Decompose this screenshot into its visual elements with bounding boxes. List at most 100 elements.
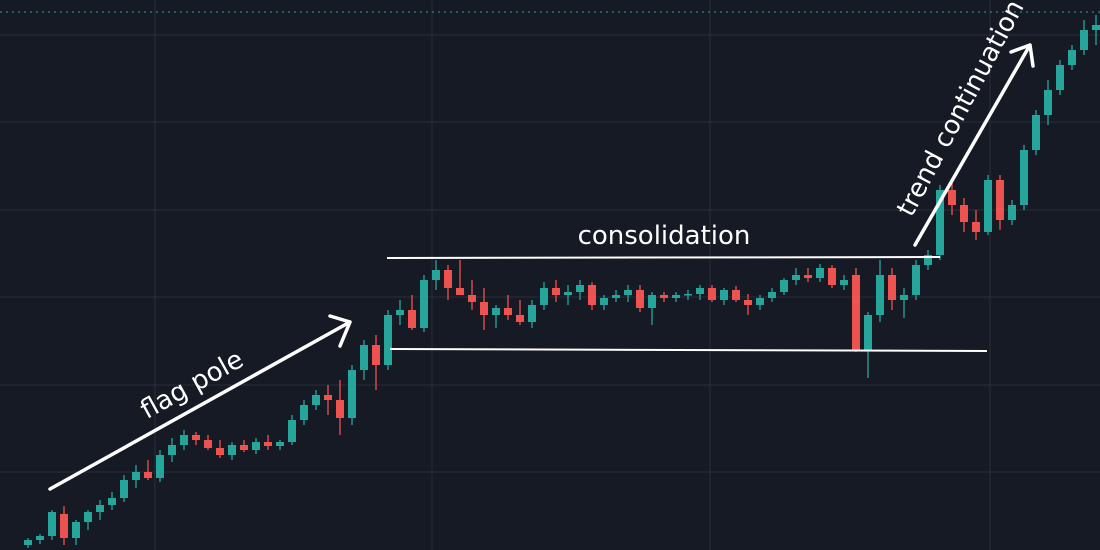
candle-body	[372, 345, 380, 365]
candle-body	[192, 435, 200, 440]
candle-body	[252, 442, 260, 450]
candle-body	[1056, 65, 1064, 90]
candle-body	[780, 280, 788, 292]
candle-body	[72, 522, 80, 538]
candle-body	[852, 275, 860, 350]
candles	[24, 15, 1100, 548]
candle-body	[660, 295, 668, 298]
annotations: flag pole consolidation trend continuati…	[48, 0, 1035, 491]
candle-body	[396, 310, 404, 315]
candle-body	[96, 505, 104, 512]
candle-body	[456, 288, 464, 295]
candle-body	[120, 480, 128, 498]
candle-body	[816, 268, 824, 278]
candle-body	[564, 292, 572, 295]
candle-body	[480, 302, 488, 315]
candle-body	[540, 288, 548, 305]
candle-body	[672, 295, 680, 298]
candle-body	[624, 290, 632, 295]
annotation: consolidation	[578, 221, 751, 251]
candle-body	[804, 275, 812, 278]
candle-body	[924, 255, 932, 265]
candle-body	[144, 472, 152, 478]
candle-body	[168, 445, 176, 455]
candle-body	[948, 190, 956, 205]
candle-body	[900, 295, 908, 300]
candle-body	[408, 310, 416, 328]
candle-body	[108, 498, 116, 505]
candle-body	[708, 288, 716, 300]
arrow	[913, 43, 1035, 247]
candle-body	[720, 290, 728, 300]
candle-body	[1092, 25, 1100, 30]
candle-body	[288, 420, 296, 442]
candle-body	[744, 300, 752, 305]
candle-body	[1008, 205, 1016, 220]
candle-body	[1032, 115, 1040, 150]
candle-body	[684, 294, 692, 296]
annotation: trend continuation	[891, 0, 1030, 221]
candle-body	[912, 265, 920, 295]
candle-body	[504, 308, 512, 315]
candle-body	[312, 395, 320, 405]
candle-body	[348, 370, 356, 418]
candle-body	[864, 315, 872, 350]
candle-body	[876, 275, 884, 315]
candle-body	[132, 472, 140, 480]
candle-body	[60, 514, 68, 538]
candle-body	[756, 298, 764, 305]
candle-body	[1044, 90, 1052, 115]
candle-body	[528, 305, 536, 322]
candle-body	[324, 395, 332, 400]
candle-body	[240, 445, 248, 450]
support-line	[389, 348, 988, 352]
candle-body	[180, 435, 188, 445]
candle-body	[552, 288, 560, 295]
candle-body	[996, 180, 1004, 220]
candle-body	[588, 285, 596, 305]
candle-body	[1080, 30, 1088, 50]
candle-body	[216, 448, 224, 455]
candle-body	[276, 442, 284, 446]
candle-body	[432, 270, 440, 280]
candle-body	[48, 512, 56, 536]
candle-body	[228, 445, 236, 455]
candle-body	[792, 275, 800, 280]
candle-body	[936, 190, 944, 255]
candle-body	[612, 295, 620, 298]
candle-body	[384, 315, 392, 365]
candle-body	[492, 308, 500, 315]
candle-body	[696, 288, 704, 294]
candle-body	[336, 400, 344, 418]
candle-body	[648, 295, 656, 308]
candle-body	[1068, 50, 1076, 65]
candle-body	[156, 455, 164, 478]
candle-body	[972, 222, 980, 232]
resistance-line	[386, 256, 941, 259]
candle-body	[24, 540, 32, 545]
candle-body	[984, 180, 992, 232]
arrow	[48, 314, 352, 491]
candle-body	[600, 298, 608, 305]
candle-body	[1020, 150, 1028, 205]
candle-body	[960, 205, 968, 222]
candle-body	[36, 536, 44, 540]
candle-body	[84, 512, 92, 522]
candle-body	[576, 285, 584, 292]
candle-body	[888, 275, 896, 300]
candle-body	[636, 290, 644, 308]
candle-body	[204, 440, 212, 448]
candle-body	[468, 295, 476, 302]
candle-body	[444, 270, 452, 288]
candle-body	[360, 345, 368, 370]
candle-body	[828, 268, 836, 285]
candle-body	[300, 405, 308, 420]
candle-body	[732, 290, 740, 300]
candle-body	[516, 315, 524, 322]
candle-body	[420, 280, 428, 328]
candle-body	[768, 292, 776, 298]
candle-body	[264, 442, 272, 446]
